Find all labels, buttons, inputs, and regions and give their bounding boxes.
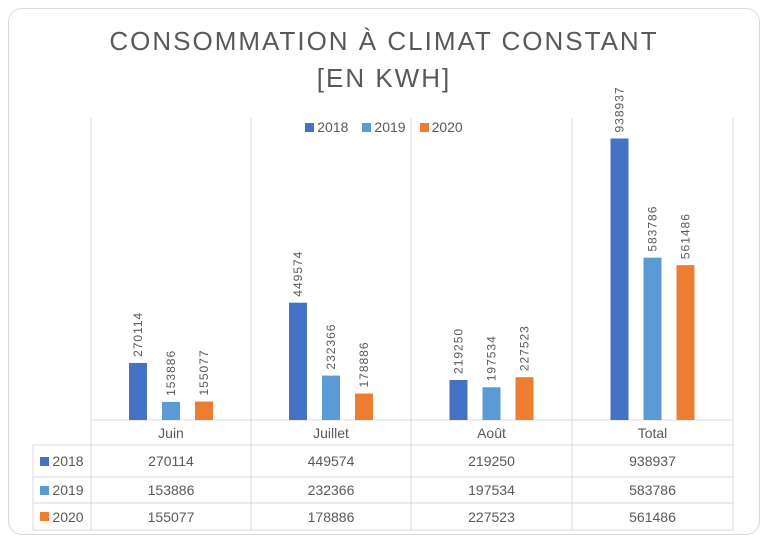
table-cell: 232366	[251, 477, 411, 503]
table-cell: 178886	[251, 503, 411, 530]
table-cell-text: 449574	[307, 453, 355, 469]
table-cell-text: 270114	[148, 453, 194, 469]
data-label: 270114	[131, 312, 145, 357]
table-cell-text: 153886	[147, 482, 195, 498]
bar-2019-Total	[643, 257, 662, 420]
data-label: 227523	[518, 325, 532, 371]
table-cell: 153886	[91, 477, 251, 503]
bar-2019-Août	[482, 387, 501, 420]
bar-2018-Août	[449, 379, 468, 420]
data-label: 561486	[679, 213, 693, 259]
category-label-text: Juin	[158, 425, 184, 441]
legend-item: 2020	[419, 119, 463, 135]
table-cell: 227523	[411, 503, 572, 530]
data-label: 583786	[646, 206, 660, 252]
legend-swatch	[40, 485, 50, 495]
category-label: Juin	[91, 421, 251, 445]
table-cell: 197534	[411, 477, 572, 503]
table-cell-text: 155077	[147, 508, 195, 525]
data-label: 153886	[164, 350, 178, 396]
table-cell: 155077	[91, 503, 251, 530]
table-cell: 938937	[572, 445, 733, 477]
data-label: 938937	[613, 86, 627, 132]
table-cell-text: 232366	[307, 482, 355, 498]
table-cell-text: 178886	[307, 508, 355, 525]
data-label: 449574	[291, 251, 305, 297]
legend-swatch	[419, 122, 429, 132]
bar-2020-Juin	[195, 401, 213, 420]
data-label: 197534	[485, 335, 499, 381]
table-cell-text: 197534	[468, 482, 515, 498]
table-cell: 449574	[251, 445, 411, 477]
category-label-text: Total	[637, 425, 668, 441]
table-series-label-text: 2018	[52, 453, 84, 469]
legend-swatch	[305, 122, 315, 132]
table-cell-text: 561486	[629, 508, 676, 525]
chart-subtitle: [EN KWH]	[316, 63, 452, 93]
legend-swatch	[362, 122, 372, 132]
bar-2020-Total	[676, 265, 695, 420]
legend-label: 2020	[431, 119, 463, 135]
category-label-text: Juillet	[313, 425, 349, 441]
category-label-text: Août	[477, 425, 506, 441]
legend-swatch	[40, 512, 50, 521]
legend-label: 2019	[374, 119, 406, 135]
table-series-label-text: 2019	[52, 482, 84, 498]
bar-2019-Juin	[162, 401, 180, 420]
category-label: Août	[411, 421, 572, 445]
data-label: 155077	[197, 349, 211, 395]
data-label: 178886	[357, 341, 371, 387]
bar-2020-Août	[515, 377, 534, 420]
legend-label: 2018	[317, 119, 349, 135]
legend-item: 2019	[362, 119, 406, 135]
table-series-label: 2018	[33, 445, 91, 477]
table-series-label: 2019	[33, 477, 91, 503]
category-label: Juillet	[251, 421, 411, 445]
legend: 2018 2019 2020	[0, 119, 768, 135]
data-label: 219250	[452, 328, 466, 374]
chart-title: CONSOMMATION À CLIMAT CONSTANT	[109, 26, 659, 56]
bar-2018-Total	[610, 138, 629, 420]
table-cell: 583786	[572, 477, 733, 503]
chart-card	[8, 8, 760, 535]
legend-item: 2018	[305, 119, 348, 135]
table-cell-text: 938937	[629, 453, 676, 469]
table-series-label: 2020	[33, 503, 91, 530]
bar-2019-Juillet	[322, 375, 340, 420]
legend-swatch	[40, 456, 50, 466]
table-series-label-text: 2020	[52, 508, 84, 525]
table-cell-text: 219250	[468, 453, 515, 469]
table-cell: 561486	[572, 503, 733, 530]
bar-2018-Juin	[129, 362, 147, 420]
data-label: 232366	[324, 324, 338, 370]
category-label: Total	[572, 421, 733, 445]
table-cell-text: 583786	[629, 482, 676, 498]
bar-2020-Juillet	[355, 393, 373, 420]
table-cell: 270114	[91, 445, 251, 477]
table-cell: 219250	[411, 445, 572, 477]
table-cell-text: 227523	[468, 508, 515, 525]
bar-2018-Juillet	[289, 302, 307, 420]
